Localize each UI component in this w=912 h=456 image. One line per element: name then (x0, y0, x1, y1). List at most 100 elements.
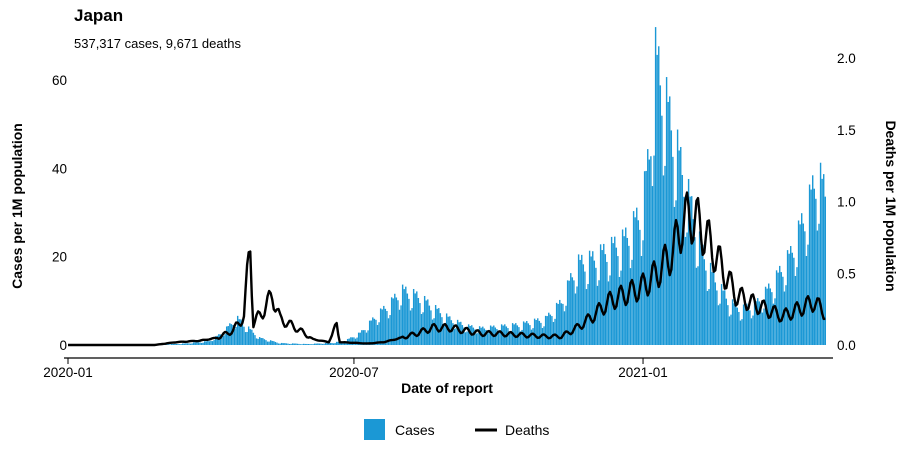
cases-bar (548, 312, 550, 345)
cases-bar (521, 329, 523, 345)
y-left-tick-label: 0 (59, 338, 67, 353)
cases-bar (467, 324, 470, 345)
cases-bar (298, 343, 300, 345)
cases-bar (786, 250, 789, 345)
cases-bar (571, 277, 574, 345)
cases-bar (582, 264, 585, 345)
cases-bar (636, 207, 638, 345)
cases-bar (705, 270, 707, 345)
cases-bar (287, 343, 289, 345)
cases-bar (235, 326, 237, 345)
cases-bar (335, 341, 338, 345)
cases-bar (758, 301, 760, 345)
cases-bar (255, 338, 258, 345)
cases-bar (777, 272, 779, 345)
cases-bar (244, 332, 247, 345)
cases-bar (739, 320, 742, 345)
cases-bar (411, 308, 413, 345)
cases-bar (634, 217, 636, 345)
cases-bar (554, 318, 556, 345)
cases-bar (419, 303, 421, 345)
cases-bar (258, 337, 261, 345)
cases-bar (310, 344, 313, 345)
cases-bar (224, 334, 226, 345)
cases-bar (445, 313, 448, 345)
cases-bar (394, 293, 396, 345)
cases-bar (181, 343, 184, 345)
y-left-tick-label: 40 (52, 161, 67, 176)
cases-bar (772, 303, 775, 345)
cases-bar (593, 260, 596, 345)
cases-bar (211, 341, 214, 345)
cases-bar (389, 315, 391, 345)
cases-bar (812, 175, 814, 345)
cases-bar (797, 220, 800, 345)
cases-bar (574, 293, 577, 345)
x-tick-label: 2020-07 (329, 365, 379, 380)
cases-bar (637, 220, 640, 345)
cases-bar (524, 322, 526, 345)
cases-bar (406, 293, 409, 345)
y-left-axis-title: Cases per 1M population (9, 123, 25, 289)
cases-bar (356, 337, 358, 345)
cases-bar (219, 334, 222, 345)
cases-bar (251, 329, 253, 345)
x-axis-title: Date of report (401, 380, 493, 396)
cases-bar (169, 344, 171, 345)
cases-bar (648, 159, 651, 345)
y-left-ticks: 0 20 40 60 (52, 73, 67, 353)
cases-bar (368, 320, 371, 345)
cases-bar (194, 342, 196, 345)
cases-bar (236, 315, 239, 345)
cases-bar (351, 337, 354, 345)
cases-bar (372, 317, 374, 345)
cases-bar (727, 305, 729, 345)
cases-bar (383, 305, 385, 345)
cases-bar (755, 301, 757, 345)
cases-bar (640, 255, 643, 345)
cases-bar (683, 196, 685, 345)
cases-bar (387, 318, 390, 345)
cases-bar (464, 332, 467, 345)
cases-bar (530, 329, 533, 345)
y-right-tick-label: 1.5 (837, 123, 856, 138)
cases-bar (697, 266, 699, 345)
cases-bar (552, 321, 555, 345)
cases-bar (607, 281, 610, 345)
cases-bar (667, 101, 669, 345)
cases-bar (183, 343, 185, 345)
cases-bar (604, 254, 607, 345)
cases-bar (708, 289, 710, 345)
cases-bar (807, 244, 809, 345)
cases-bar (549, 314, 552, 345)
cases-bar (540, 322, 542, 345)
cases-bar (714, 282, 717, 345)
cases-bar (428, 305, 431, 345)
cases-bar (654, 27, 657, 346)
cases-bars (161, 27, 826, 346)
cases-bar (695, 267, 698, 345)
cases-bar (535, 320, 537, 345)
cases-bar (480, 327, 482, 345)
cases-bar (472, 327, 475, 345)
cases-bar (496, 329, 498, 345)
cases-bar (711, 272, 713, 345)
y-left-tick-label: 20 (52, 250, 67, 265)
cases-bar (409, 310, 412, 345)
cases-bar (810, 189, 812, 345)
cases-bar (260, 338, 262, 345)
cases-bar (706, 290, 709, 345)
cases-bar (324, 343, 327, 345)
cases-bar (381, 309, 383, 345)
cases-bar (504, 324, 506, 345)
cases-bar (375, 319, 377, 345)
cases-bar (306, 343, 308, 345)
cases-bar (291, 343, 294, 345)
cases-bar (625, 227, 627, 345)
cases-bar (386, 311, 388, 345)
cases-bar (246, 331, 248, 345)
cases-bar (200, 342, 203, 345)
cases-bar (185, 343, 187, 345)
cases-bar (816, 230, 819, 345)
cases-bar (400, 305, 402, 345)
